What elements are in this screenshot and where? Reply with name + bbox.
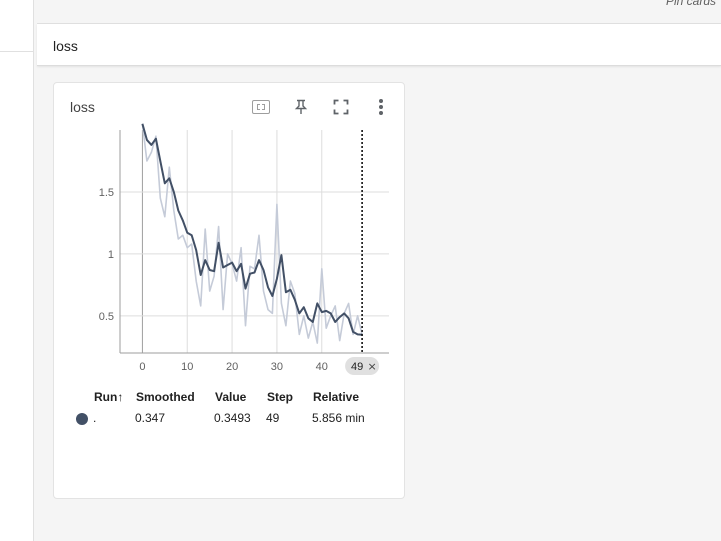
left-sidebar [0, 0, 34, 541]
legend-raw-value: 0.3493 [214, 411, 251, 425]
group-title: loss [53, 38, 78, 54]
y-tick-label: 0.5 [99, 311, 114, 323]
step-badge-label: 49 [351, 361, 363, 373]
x-tick-label: 40 [316, 361, 328, 373]
series-smoothed-line [141, 123, 363, 336]
run-color-dot [76, 413, 88, 425]
close-icon[interactable]: × [367, 360, 376, 373]
series-raw-line [141, 123, 363, 344]
legend-smoothed-value: 0.347 [135, 411, 166, 425]
legend-header-value[interactable]: Value [215, 390, 247, 404]
legend-header-relative[interactable]: Relative [313, 390, 360, 404]
chart-series [141, 123, 363, 344]
step-badge [345, 357, 380, 375]
top-toolbar: Pin cards [37, 0, 721, 24]
x-tick-label: 10 [181, 361, 193, 373]
fit-domain-icon[interactable] [250, 97, 272, 117]
legend-header-step[interactable]: Step [267, 390, 294, 404]
sort-arrow-icon: ↑ [117, 390, 124, 404]
y-tick-label: 1 [108, 249, 114, 261]
legend-header-run[interactable]: Run↑ [94, 390, 124, 404]
scalar-card: loss 0 10 20 30 40 0.5 1 1.5 49 × Run↑ Smoothed … [53, 82, 405, 499]
sidebar-divider [0, 51, 33, 52]
pin-cards-label[interactable]: Pin cards [665, 0, 716, 8]
x-tick-label: 30 [271, 361, 283, 373]
pin-icon[interactable] [290, 97, 312, 117]
step-cursor[interactable]: 49 × [345, 130, 380, 375]
y-tick-label: 1.5 [99, 187, 114, 199]
legend-step-value: 49 [266, 411, 280, 425]
x-tick-label: 0 [139, 361, 145, 373]
fullscreen-icon[interactable] [330, 97, 352, 117]
card-group-header[interactable]: loss [37, 24, 721, 66]
legend-relative-value: 5.856 min [312, 411, 365, 425]
legend-run-name: . [93, 411, 97, 425]
more-vert-icon[interactable] [370, 97, 392, 117]
x-tick-label: 20 [226, 361, 238, 373]
card-title: loss [70, 99, 95, 115]
chart-axes: 0 10 20 30 40 0.5 1 1.5 [99, 130, 389, 373]
chart-grid [120, 130, 389, 353]
legend-header-smoothed[interactable]: Smoothed [136, 390, 195, 404]
loss-line-chart[interactable]: 0 10 20 30 40 0.5 1 1.5 49 × [54, 83, 406, 383]
